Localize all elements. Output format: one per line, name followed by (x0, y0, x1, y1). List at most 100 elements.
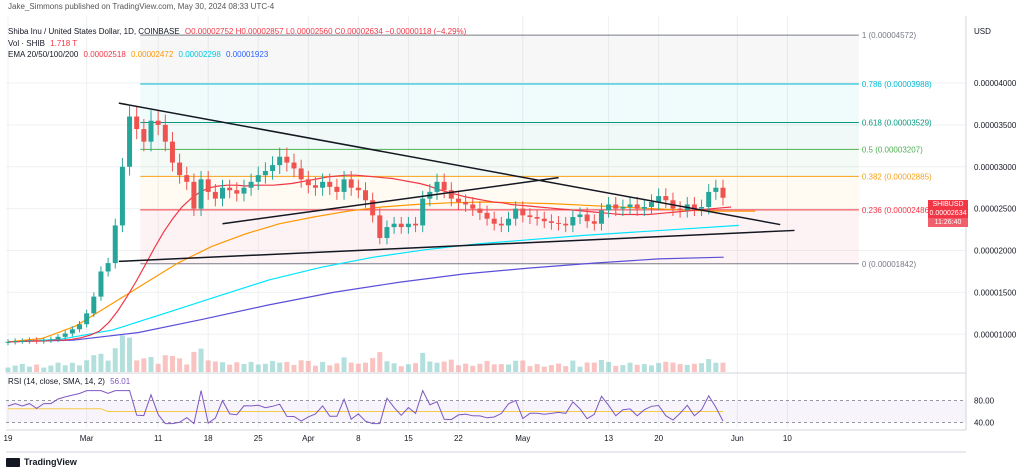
candle-body (19, 341, 25, 343)
candle-body (448, 190, 454, 199)
candle-body (327, 181, 333, 187)
fib-band (140, 176, 859, 210)
volume-bar (434, 362, 440, 372)
volume-bar (184, 364, 190, 372)
volume-bar (398, 366, 404, 372)
volume-bar (5, 367, 11, 372)
volume-bar (77, 365, 82, 372)
candle-body (241, 187, 247, 194)
candle-body (441, 181, 447, 191)
volume-bar (370, 358, 376, 372)
volume-bar (527, 366, 533, 372)
volume-bar (155, 363, 161, 372)
symbol-name[interactable]: Shiba Inu / United States Dollar, 1D, CO… (8, 27, 180, 36)
volume-bar (470, 365, 476, 372)
axes: 0.00004000 0.00003500 0.00003000 0.00002500… (4, 16, 1017, 453)
candle-body (248, 181, 254, 188)
volume-bar (205, 360, 211, 372)
candle-body (220, 187, 225, 199)
rsi-label[interactable]: RSI (14, close, SMA, 14, 2) (8, 377, 105, 386)
candle-body (370, 200, 376, 216)
volume-bar (620, 365, 626, 372)
volume-bar (148, 357, 154, 372)
x-tick-label: 15 (404, 434, 413, 443)
candle-body (69, 329, 75, 334)
candle-body (155, 120, 161, 125)
price-badge-price: 0.00002634 (928, 209, 968, 218)
candle-body (212, 191, 218, 199)
volume-bar (305, 360, 311, 372)
volume-bar (284, 361, 290, 372)
ema-label[interactable]: EMA 20/50/100/200 (8, 50, 79, 59)
x-tick-label: 22 (454, 434, 463, 443)
candle-body (77, 324, 82, 330)
candle-body (391, 223, 397, 228)
x-tick-label: 10 (783, 434, 792, 443)
candle-body (348, 179, 354, 188)
y-tick-label: 0.00002000 (974, 247, 1017, 256)
trendlines (118, 102, 795, 263)
volume-bar (191, 351, 197, 372)
candle-body (26, 340, 32, 342)
candle-body (713, 187, 719, 192)
candle-body (434, 181, 440, 192)
volume-bar (427, 361, 433, 372)
y-tick-label: 0.00003500 (974, 121, 1017, 130)
volume-bar (713, 362, 719, 372)
candle-body (312, 185, 318, 188)
volume-bar (91, 355, 97, 372)
volume-bar (12, 365, 18, 372)
volume-bar (270, 360, 276, 372)
fib-level-label: 0.786 (0.00003988) (862, 80, 932, 89)
volume-bar (277, 362, 283, 372)
volume-bar (691, 363, 697, 372)
candle-body (55, 336, 61, 340)
x-tick-label: 20 (654, 434, 663, 443)
candle-body (398, 223, 404, 228)
x-tick-label: May (515, 434, 530, 443)
lower-trendline (118, 229, 795, 263)
volume-bar (84, 360, 90, 372)
candle-body (41, 340, 47, 342)
candle-body (98, 271, 104, 297)
candle-body (355, 187, 361, 191)
volume-bar (563, 366, 569, 372)
footer-brand[interactable]: TradingView (6, 457, 77, 467)
volume-bar (341, 357, 347, 372)
volume-bar (248, 361, 254, 372)
volume-bar (220, 362, 225, 372)
fib-band (140, 35, 859, 85)
volume-bar (641, 364, 647, 372)
candle-body (470, 204, 476, 209)
candle-body (284, 156, 290, 163)
volume-label[interactable]: Vol · SHIB (8, 39, 45, 48)
y-tick-label: 0.00003000 (974, 163, 1017, 172)
candle-body (720, 187, 726, 198)
volume-bar (198, 348, 204, 372)
volume-bar (255, 364, 261, 372)
volume-bar (405, 364, 411, 372)
fib-level-label: 0.5 (0.00003207) (862, 145, 923, 154)
x-tick-label: 11 (154, 434, 163, 443)
fib-level-label: 0.382 (0.00002885) (862, 172, 932, 181)
ema100-line (7, 224, 739, 343)
candle-body (677, 208, 683, 211)
candle-body (570, 217, 576, 226)
candle-body (141, 129, 147, 142)
candle-body (320, 181, 326, 188)
candle-body (641, 206, 647, 209)
candle-body (341, 179, 347, 192)
ema100-value: 0.00002298 (178, 50, 221, 59)
candle-body (455, 198, 461, 202)
candle-body (184, 175, 190, 182)
candle-body (649, 201, 654, 207)
candle-body (598, 210, 604, 224)
currency-label[interactable]: USD (974, 27, 991, 36)
candle-body (477, 208, 483, 213)
volume-bar (577, 366, 583, 372)
ema20-value: 0.00002518 (83, 50, 126, 59)
x-tick-label: 18 (204, 434, 213, 443)
volume-bar (684, 364, 690, 372)
y-tick-label: 0.00001000 (974, 330, 1017, 339)
